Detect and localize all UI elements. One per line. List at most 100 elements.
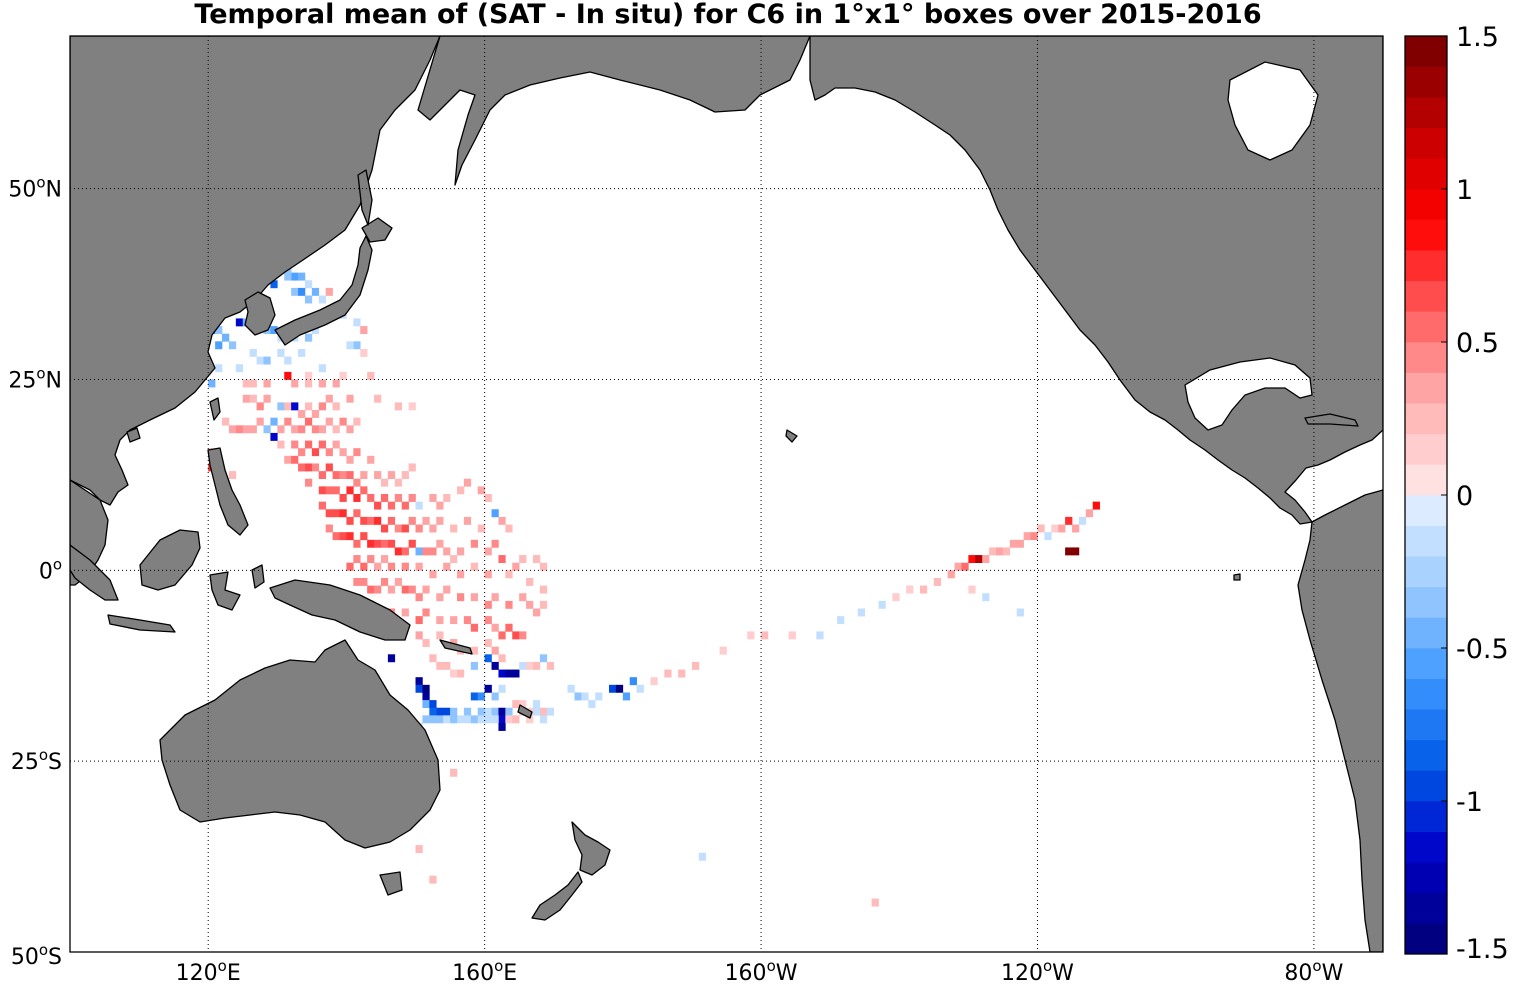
land-java — [107, 614, 176, 633]
data-cell — [933, 577, 942, 586]
data-cell — [463, 516, 472, 525]
data-cell — [318, 295, 326, 304]
data-cell — [491, 646, 499, 655]
data-cell — [546, 661, 555, 670]
data-cell — [415, 524, 423, 533]
colorbar-tick-label: -0.5 — [1456, 634, 1509, 665]
data-cell — [291, 287, 299, 296]
data-cell — [498, 715, 506, 724]
colorbar-level — [1405, 250, 1447, 282]
data-cell — [484, 654, 492, 663]
data-cell — [429, 570, 437, 579]
data-cell — [284, 272, 292, 281]
data-cell — [284, 417, 292, 426]
data-cell — [1051, 524, 1059, 533]
data-cell — [491, 707, 499, 716]
data-cell — [277, 440, 285, 449]
data-cell — [394, 494, 402, 502]
lat-tick-label: 25oS — [11, 746, 62, 775]
colorbar-level — [1405, 311, 1447, 343]
data-cell — [367, 494, 375, 502]
data-cell — [878, 600, 886, 609]
data-cell — [1065, 547, 1073, 556]
data-cell — [380, 555, 389, 563]
data-cell — [311, 425, 320, 434]
data-cell — [374, 539, 382, 548]
data-cell — [436, 715, 444, 724]
data-cell — [332, 486, 340, 495]
data-cell — [325, 463, 333, 472]
data-cell — [1037, 524, 1045, 533]
data-cell — [484, 494, 492, 502]
data-cell — [298, 463, 306, 472]
land-ne-siberia — [417, 36, 811, 186]
data-cell — [353, 478, 361, 487]
data-cell — [539, 585, 548, 594]
data-cell — [443, 707, 451, 716]
data-cell — [346, 471, 354, 480]
land-hainan — [126, 427, 141, 443]
gulf-of-mexico — [1184, 357, 1313, 431]
data-cell — [484, 715, 492, 724]
data-cell — [353, 539, 361, 548]
data-cell — [1078, 516, 1087, 525]
data-cell — [484, 616, 492, 625]
data-cell — [318, 501, 326, 510]
lon-tick-label: 120oW — [1001, 957, 1074, 984]
data-cell — [325, 417, 333, 426]
data-cell — [339, 471, 347, 480]
data-cell — [436, 593, 444, 602]
data-cell — [235, 364, 244, 373]
land-new-guinea — [269, 579, 411, 641]
colorbar-level — [1405, 923, 1447, 955]
data-cell — [353, 448, 361, 457]
data-cell — [222, 333, 230, 342]
data-cell — [498, 684, 506, 693]
data-cell — [408, 494, 416, 502]
data-cell — [249, 379, 257, 388]
data-cell — [477, 486, 485, 495]
data-cell — [367, 539, 375, 548]
data-cell — [263, 394, 271, 403]
data-cell — [228, 425, 237, 434]
data-cell — [477, 715, 485, 724]
data-cell — [470, 593, 479, 602]
lat-tick-label: 25oN — [8, 365, 62, 394]
data-cell — [408, 585, 416, 594]
data-cell — [298, 448, 306, 457]
data-cell — [429, 700, 437, 709]
data-cell — [477, 692, 485, 701]
data-cell — [761, 631, 769, 640]
data-cell — [436, 501, 444, 510]
data-cell — [484, 600, 492, 609]
chart-title: Temporal mean of (SAT - In situ) for C6 … — [194, 0, 1261, 30]
colorbar-level — [1405, 342, 1447, 373]
data-cell — [374, 394, 382, 403]
data-cell — [456, 669, 465, 678]
data-cell — [456, 570, 465, 579]
data-cell — [498, 555, 506, 563]
colorbar-tick-label: 1.5 — [1456, 22, 1499, 53]
data-cell — [270, 432, 278, 441]
data-cell — [401, 585, 409, 594]
data-cell — [291, 425, 299, 434]
data-cell — [436, 616, 444, 625]
data-cell — [519, 700, 527, 709]
data-cell — [332, 402, 340, 411]
data-cell — [318, 486, 326, 495]
data-cell — [491, 593, 499, 602]
data-cell — [436, 539, 444, 548]
data-cell — [429, 715, 437, 724]
data-cell — [533, 700, 541, 709]
data-cell — [215, 341, 223, 350]
colorbar-level — [1405, 586, 1447, 618]
data-cell — [346, 455, 354, 464]
data-cell — [429, 547, 437, 556]
data-cell — [450, 616, 458, 625]
data-cell — [947, 570, 955, 579]
data-cell — [456, 593, 465, 602]
data-cell — [346, 486, 354, 495]
data-cell — [367, 371, 375, 380]
data-cell — [450, 524, 458, 533]
data-cell — [1065, 516, 1073, 525]
